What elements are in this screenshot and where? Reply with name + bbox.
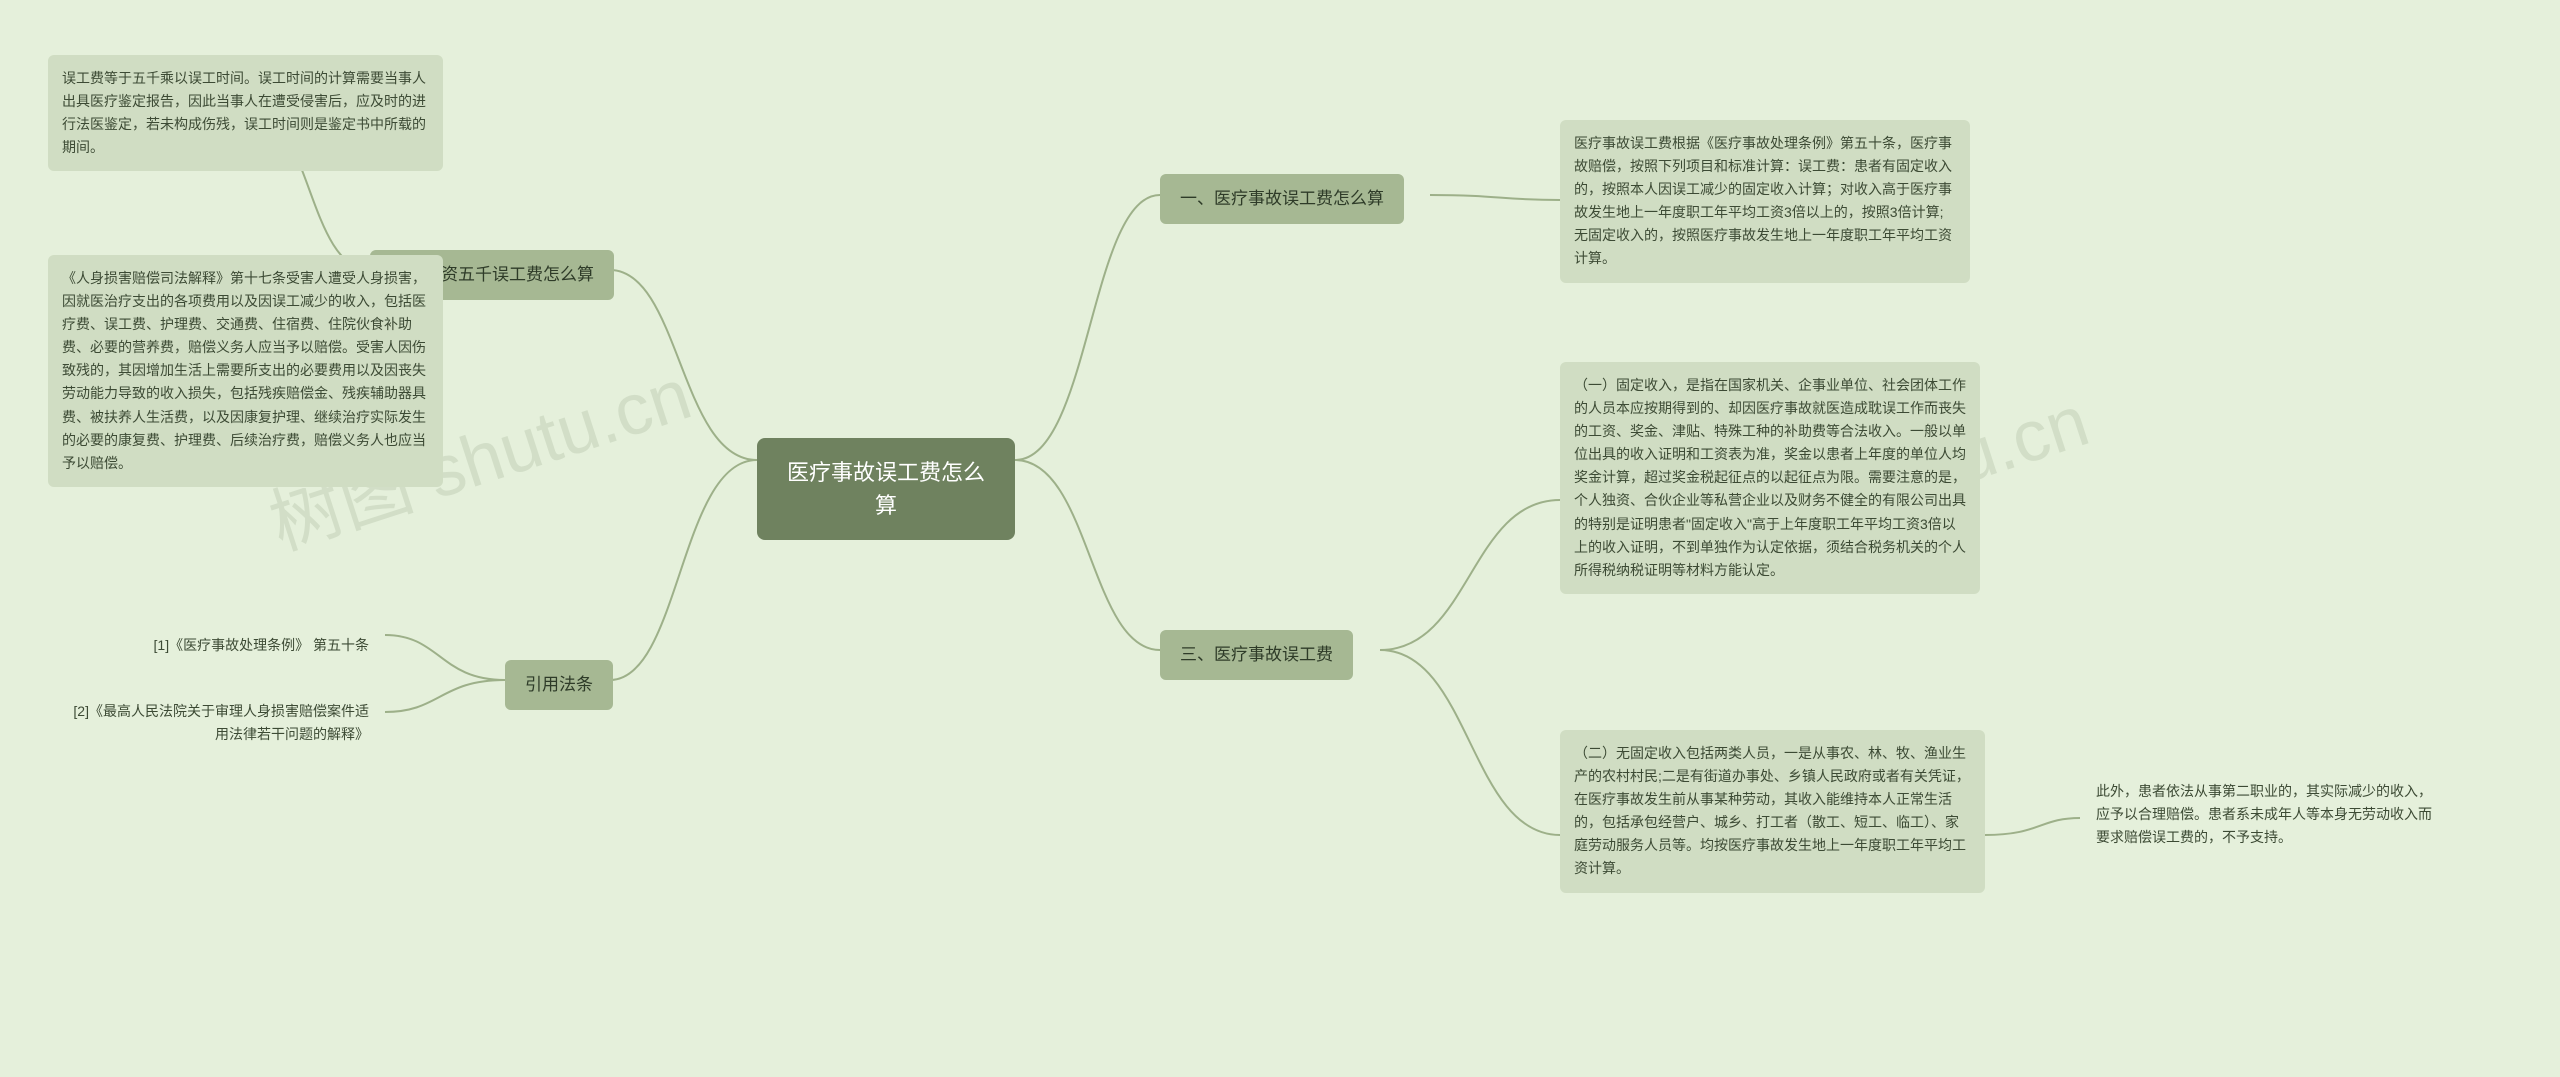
branch-1: 一、医疗事故误工费怎么算	[1160, 174, 1404, 224]
branch-ref: 引用法条	[505, 660, 613, 710]
branch-3-leaf-2-extra: 此外，患者依法从事第二职业的，其实际减少的收入，应予以合理赔偿。患者系未成年人等…	[2080, 770, 2450, 859]
branch-3-leaf-2: （二）无固定收入包括两类人员，一是从事农、林、牧、渔业生产的农村村民;二是有街道…	[1560, 730, 1985, 893]
branch-2-leaf-1: 误工费等于五千乘以误工时间。误工时间的计算需要当事人出具医疗鉴定报告，因此当事人…	[48, 55, 443, 171]
branch-3: 三、医疗事故误工费	[1160, 630, 1353, 680]
branch-2-leaf-2: 《人身损害赔偿司法解释》第十七条受害人遭受人身损害，因就医治疗支出的各项费用以及…	[48, 255, 443, 487]
branch-1-leaf: 医疗事故误工费根据《医疗事故处理条例》第五十条，医疗事故赔偿，按照下列项目和标准…	[1560, 120, 1970, 283]
branch-ref-leaf-1: [1]《医疗事故处理条例》 第五十条	[130, 624, 385, 667]
root-node: 医疗事故误工费怎么算	[757, 438, 1015, 540]
branch-3-leaf-1: （一）固定收入，是指在国家机关、企事业单位、社会团体工作的人员本应按期得到的、却…	[1560, 362, 1980, 594]
branch-ref-leaf-2: [2]《最高人民法院关于审理人身损害赔偿案件适用法律若干问题的解释》	[55, 690, 385, 756]
